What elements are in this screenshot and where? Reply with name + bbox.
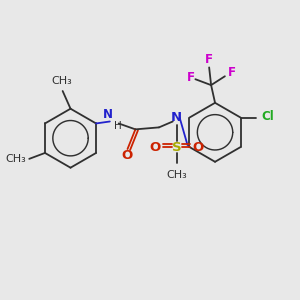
Text: N: N — [171, 111, 182, 124]
Text: O: O — [121, 149, 132, 162]
Text: CH₃: CH₃ — [166, 170, 187, 180]
Text: O: O — [193, 141, 204, 154]
Text: H: H — [114, 122, 122, 131]
Text: F: F — [187, 71, 194, 84]
Text: O: O — [149, 141, 161, 154]
Text: CH₃: CH₃ — [51, 76, 72, 86]
Text: F: F — [228, 66, 236, 79]
Text: F: F — [205, 53, 213, 66]
Text: N: N — [103, 107, 113, 121]
Text: S: S — [172, 141, 182, 154]
Text: Cl: Cl — [261, 110, 274, 123]
Text: CH₃: CH₃ — [5, 154, 26, 164]
